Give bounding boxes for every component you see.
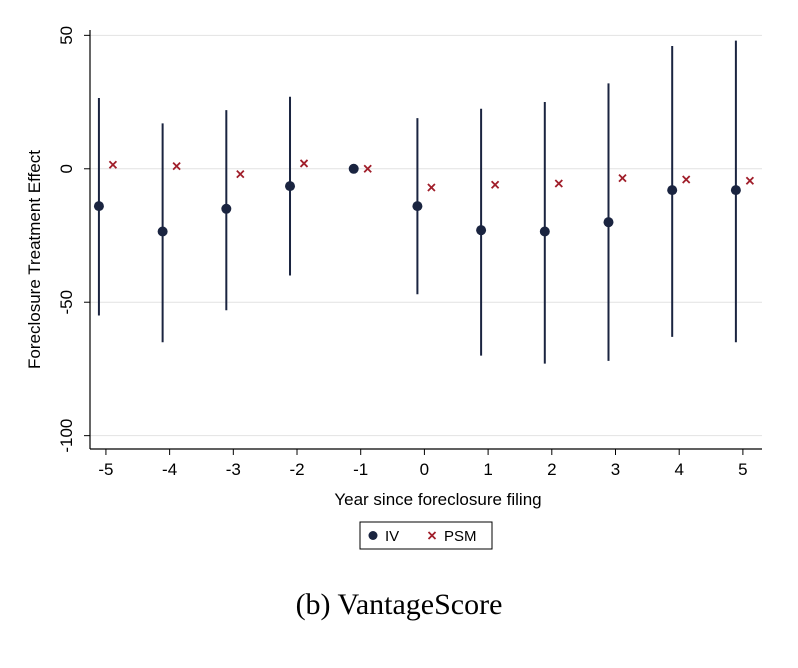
iv-point <box>476 225 487 236</box>
y-tick-label: -100 <box>57 419 76 453</box>
x-tick-label: -2 <box>289 460 304 479</box>
x-tick-label: 4 <box>674 460 683 479</box>
psm-x-stroke <box>554 179 563 188</box>
iv-point <box>667 185 678 196</box>
x-tick-label: 3 <box>611 460 620 479</box>
psm-point <box>108 160 118 169</box>
x-tick-label: 1 <box>483 460 492 479</box>
grid-lines <box>90 34 762 437</box>
psm-x-stroke <box>236 169 245 179</box>
y-axis-label: Foreclosure Treatment Effect <box>25 150 44 369</box>
iv-point <box>412 201 423 212</box>
psm-point <box>554 179 563 188</box>
x-tick-label: 5 <box>738 460 747 479</box>
psm-x-stroke <box>618 173 627 183</box>
psm-point <box>236 169 245 179</box>
x-tick-label: -1 <box>353 460 368 479</box>
psm-point <box>490 180 500 189</box>
psm-x-stroke <box>682 175 691 184</box>
psm-x-stroke <box>490 180 500 189</box>
psm-point <box>299 159 309 168</box>
legend-iv-marker <box>368 531 378 540</box>
iv-point <box>603 217 614 228</box>
y-tick-label: 50 <box>57 26 76 45</box>
x-tick-label: -3 <box>226 460 241 479</box>
iv-point <box>157 226 168 237</box>
chart: 50 0 -50 -100 -5 -4 -3 -2 -1 0 1 2 3 4 5 Foreclosure T… <box>25 26 762 550</box>
legend-psm-marker <box>427 531 437 540</box>
psm-x-stroke <box>745 176 755 185</box>
psm-point <box>172 161 181 171</box>
psm-x-stroke <box>108 160 118 169</box>
axes: 50 0 -50 -100 -5 -4 -3 -2 -1 0 1 2 3 4 5 <box>57 26 762 479</box>
psm-point <box>745 176 755 185</box>
psm-point <box>363 164 372 173</box>
iv-point <box>221 203 232 214</box>
psm-point <box>682 175 691 184</box>
x-tick-label: 0 <box>420 460 429 479</box>
figure-caption: (b) VantageScore <box>295 588 503 621</box>
legend-iv-label: IV <box>385 528 399 545</box>
legend-psm-label: PSM <box>444 528 477 545</box>
legend-box <box>359 521 493 550</box>
chart-marks <box>93 40 755 364</box>
x-tick-label: -5 <box>98 460 113 479</box>
iv-point <box>93 201 104 212</box>
psm-x-stroke <box>363 164 372 173</box>
y-tick-label: 0 <box>57 164 76 173</box>
iv-point <box>730 185 741 196</box>
iv-point <box>539 226 550 237</box>
x-tick-label: -4 <box>162 460 177 479</box>
x-tick-label: 2 <box>547 460 556 479</box>
psm-x-stroke <box>427 183 436 192</box>
psm-point <box>427 183 436 192</box>
legend: IV PSM <box>359 521 493 550</box>
iv-point <box>348 163 359 174</box>
x-axis-label: Year since foreclosure filing <box>334 490 541 509</box>
psm-point <box>618 173 627 183</box>
iv-point <box>285 181 296 192</box>
y-tick-label: -50 <box>57 290 76 315</box>
psm-x-stroke <box>299 159 309 168</box>
psm-x-stroke <box>172 161 181 171</box>
